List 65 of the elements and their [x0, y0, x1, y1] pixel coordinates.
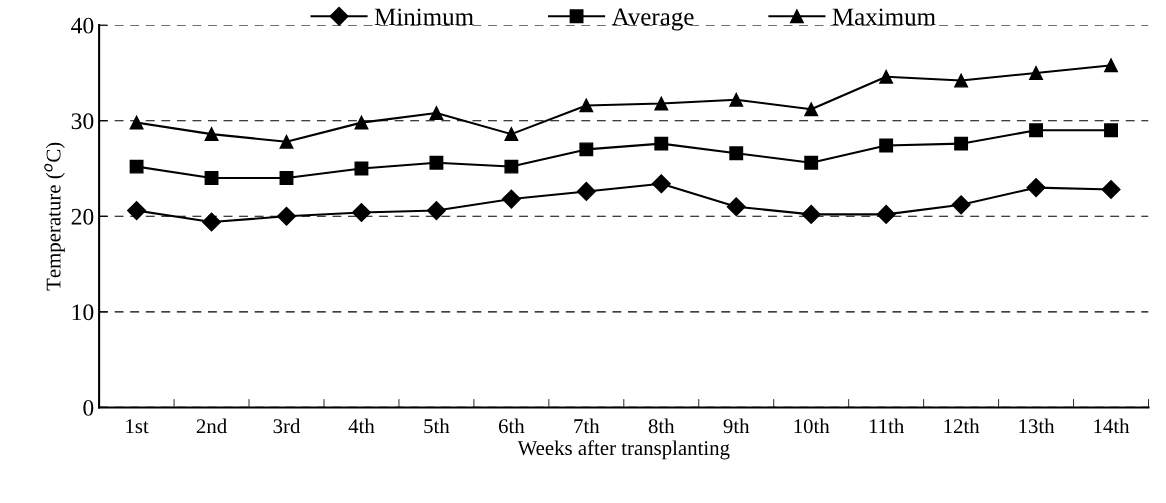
y-tick-label: 20: [71, 208, 94, 225]
point: [801, 204, 821, 224]
point: [504, 127, 519, 142]
x-tick-label: 8th: [648, 418, 675, 434]
y-tick-label: 10: [72, 304, 94, 321]
point: [1101, 179, 1121, 200]
x-tick-label: 14th: [1094, 418, 1130, 434]
point: [351, 202, 371, 223]
point: [1029, 65, 1044, 80]
x-tick-label: 4th: [348, 418, 375, 434]
x-tick-label: 13th: [1019, 418, 1055, 434]
point: [426, 201, 446, 221]
point: [879, 69, 894, 84]
point: [429, 106, 444, 121]
point: [954, 136, 969, 151]
point: [729, 92, 744, 107]
point: [504, 159, 519, 174]
x-axis-title: Weeks after transplanting: [517, 440, 730, 460]
point: [879, 138, 894, 153]
point: [729, 146, 744, 161]
x-tick-label: 6th: [498, 418, 525, 434]
point: [354, 115, 369, 130]
x-tick-label: 12th: [944, 418, 980, 434]
point: [579, 98, 594, 113]
y-tick-label: 30: [71, 113, 94, 130]
y-tick-label: 0: [83, 399, 94, 416]
point: [276, 206, 297, 226]
legend-label: Average: [611, 8, 694, 31]
point: [804, 155, 819, 170]
point: [204, 127, 219, 142]
x-tick-label: 9th: [723, 418, 750, 434]
point: [1026, 178, 1046, 198]
legend-label: Maximum: [832, 8, 936, 26]
point: [726, 197, 746, 217]
x-tick-label: 2nd: [196, 418, 227, 434]
point: [1029, 123, 1044, 138]
point: [804, 102, 819, 117]
x-tick-label: 10th: [794, 418, 830, 434]
point: [501, 189, 521, 209]
x-tick-label: 7th: [574, 418, 600, 434]
point: [127, 201, 147, 221]
x-tick-label: 11th: [869, 418, 905, 434]
point: [1104, 123, 1118, 138]
point: [876, 204, 896, 224]
point: [204, 171, 219, 186]
x-tick-label: 5th: [424, 418, 450, 434]
point: [576, 181, 596, 201]
y-axis-title: Temperature ($^{o}$C): [44, 142, 65, 291]
point: [654, 96, 669, 111]
legend-label: Minimum: [374, 8, 474, 26]
point: [129, 115, 144, 130]
point: [651, 174, 671, 194]
y-tick-label: 40: [71, 17, 94, 34]
x-tick-label: 1st: [126, 419, 149, 434]
point: [429, 155, 444, 170]
point: [951, 195, 971, 215]
x-tick-label: 3rd: [273, 418, 301, 434]
point: [129, 159, 144, 174]
point: [654, 136, 669, 151]
point: [1104, 58, 1118, 73]
point: [202, 212, 222, 232]
point: [954, 73, 969, 88]
point: [579, 142, 594, 157]
point: [279, 134, 294, 149]
point: [279, 171, 294, 186]
